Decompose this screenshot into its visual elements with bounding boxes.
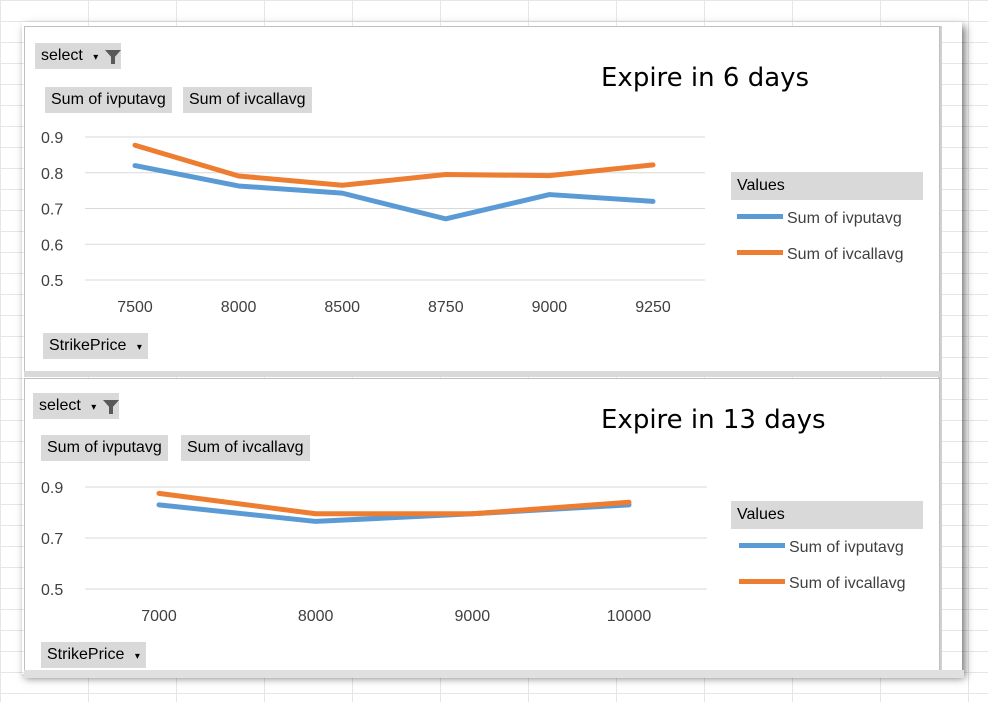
axis-field-label: StrikePrice: [49, 337, 127, 354]
pivot-chart-6-days[interactable]: select ▾ Sum of ivputavg Sum of ivcallav…: [24, 26, 940, 373]
y-tick-label: 0.8: [41, 166, 63, 183]
axis-field-button[interactable]: StrikePrice ▾: [43, 333, 148, 359]
legend-label: Sum of ivcallavg: [789, 575, 906, 592]
legend-item-put[interactable]: Sum of ivputavg: [737, 210, 902, 228]
legend-item-put[interactable]: Sum of ivputavg: [739, 539, 904, 557]
series-field-label: Sum of ivcallavg: [189, 91, 306, 108]
series-line-ivputavg: [132, 163, 656, 222]
chevron-down-icon: ▾: [136, 342, 142, 353]
legend-swatch: [737, 214, 783, 220]
y-tick-label: 0.5: [41, 582, 63, 599]
legend-label: Sum of ivputavg: [787, 210, 902, 227]
x-tick-label: 7000: [141, 608, 177, 625]
select-label: select: [41, 47, 83, 64]
series-field-button-call[interactable]: Sum of ivcallavg: [181, 435, 310, 461]
series-field-button-call[interactable]: Sum of ivcallavg: [183, 87, 312, 113]
x-tick-label: 8000: [221, 299, 257, 316]
y-tick-label: 0.7: [41, 202, 63, 219]
legend-item-call[interactable]: Sum of ivcallavg: [737, 246, 904, 264]
pivot-chart-13-days[interactable]: select ▾ Sum of ivputavg Sum of ivcallav…: [24, 378, 940, 676]
series-field-button-put[interactable]: Sum of ivputavg: [45, 87, 172, 113]
chart-title: Expire in 13 days: [601, 405, 826, 435]
select-label: select: [39, 397, 81, 414]
chart-separator: [24, 371, 940, 377]
series-field-button-put[interactable]: Sum of ivputavg: [41, 435, 168, 461]
chart-plot-area: 0.5 0.7 0.9 7000 8000 9000 10000: [41, 480, 707, 625]
select-filter-button[interactable]: select ▾: [33, 393, 119, 419]
legend-title: Values: [731, 501, 923, 529]
x-tick-label: 8000: [298, 608, 334, 625]
axis-field-button[interactable]: StrikePrice ▾: [41, 642, 146, 668]
y-tick-label: 0.5: [41, 273, 63, 290]
legend-swatch: [739, 543, 785, 549]
sheet-column-edge: [938, 26, 942, 674]
y-tick-label: 0.7: [41, 531, 63, 548]
y-tick-label: 0.9: [41, 480, 63, 497]
legend-label: Sum of ivputavg: [789, 539, 904, 556]
legend-title: Values: [731, 172, 923, 200]
legend-item-call[interactable]: Sum of ivcallavg: [739, 575, 906, 593]
axis-field-label: StrikePrice: [47, 646, 125, 663]
legend-label: Sum of ivcallavg: [787, 246, 904, 263]
series-line-ivcallavg: [132, 142, 656, 188]
chart-plot-area: 0.5 0.6 0.7 0.8 0.9 7500 8000 8500 8750 9000 9250: [41, 130, 705, 316]
horizontal-scrollbar[interactable]: [24, 670, 964, 678]
x-tick-label: 7500: [117, 299, 153, 316]
chevron-down-icon: ▾: [134, 651, 140, 662]
x-tick-label: 8500: [324, 299, 360, 316]
x-tick-label: 10000: [607, 608, 652, 625]
filter-funnel-icon: [103, 47, 121, 64]
x-tick-label: 9250: [635, 299, 671, 316]
y-tick-label: 0.9: [41, 130, 63, 147]
x-tick-label: 9000: [532, 299, 568, 316]
series-field-label: Sum of ivcallavg: [187, 439, 304, 456]
series-field-label: Sum of ivputavg: [47, 439, 162, 456]
legend-swatch: [737, 250, 783, 256]
chart-title: Expire in 6 days: [601, 63, 810, 93]
legend-swatch: [739, 579, 785, 585]
select-filter-button[interactable]: select ▾: [35, 43, 121, 69]
series-line-ivcallavg: [156, 490, 632, 517]
series-field-label: Sum of ivputavg: [51, 91, 166, 108]
y-tick-label: 0.6: [41, 237, 63, 254]
x-tick-label: 9000: [455, 608, 491, 625]
chevron-down-icon: ▾: [91, 402, 97, 413]
filter-funnel-icon: [101, 397, 119, 414]
x-tick-label: 8750: [428, 299, 464, 316]
chevron-down-icon: ▾: [93, 52, 99, 63]
